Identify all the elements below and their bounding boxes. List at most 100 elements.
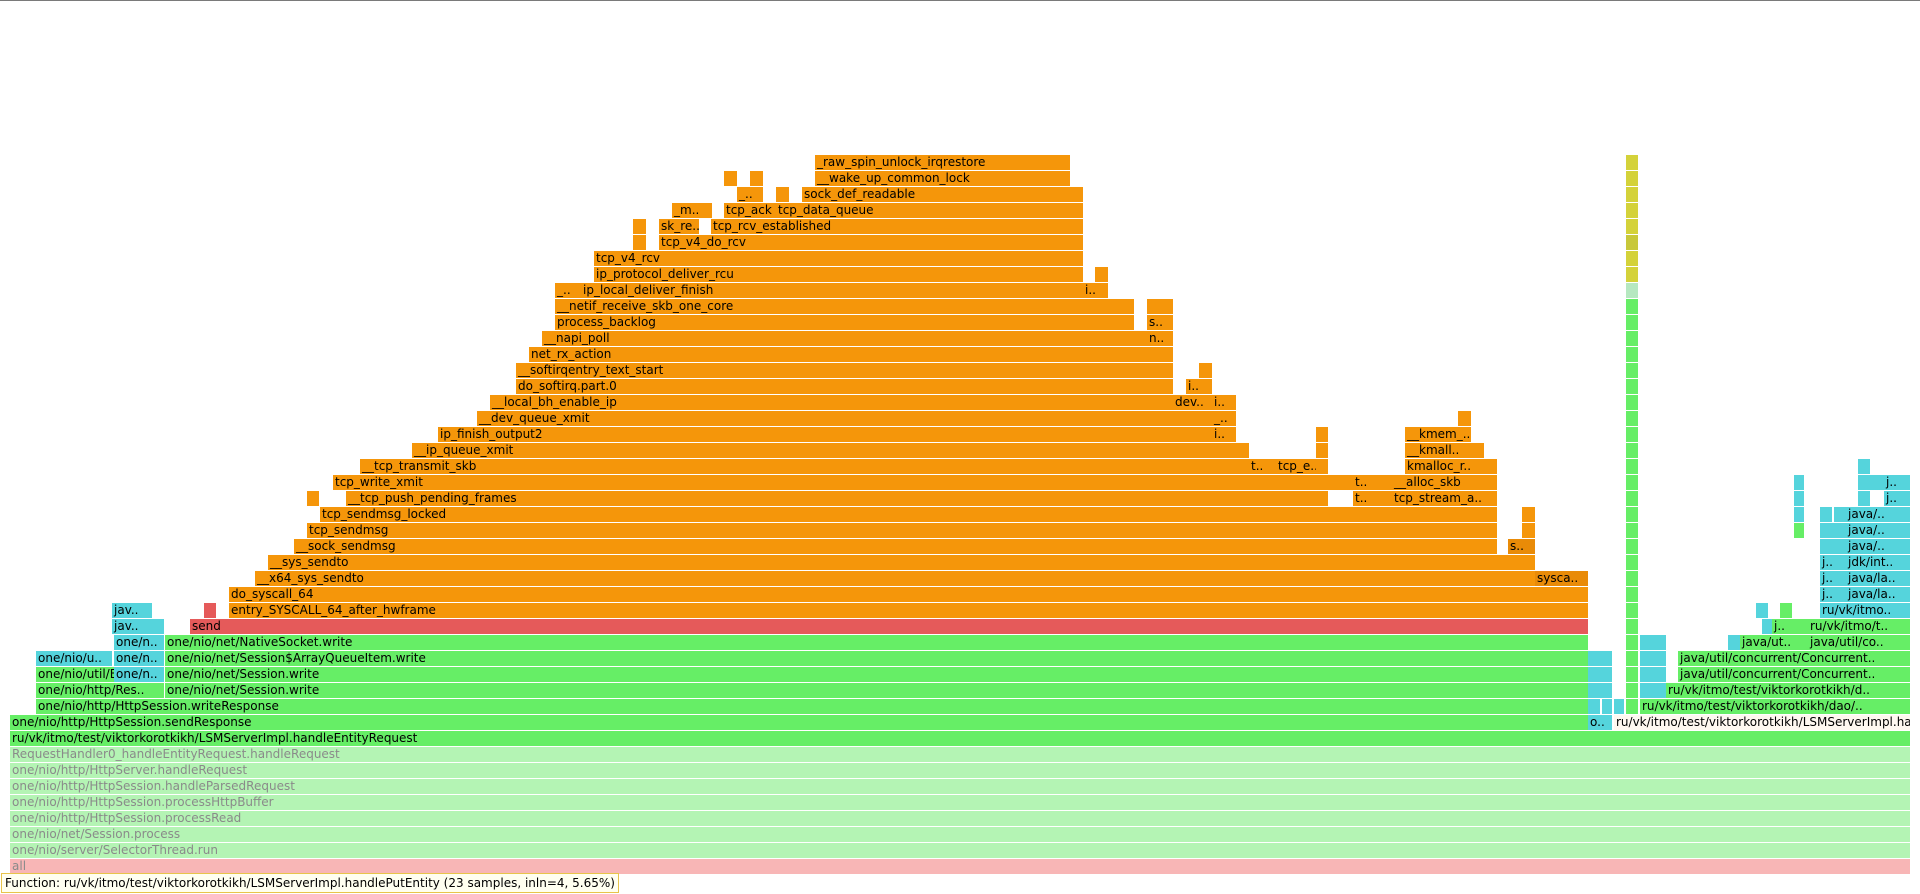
stack-frame[interactable]: __wake_up_common_lock — [815, 171, 1070, 186]
stack-frame[interactable] — [1626, 587, 1638, 602]
stack-frame[interactable] — [1626, 683, 1638, 698]
stack-frame[interactable] — [1458, 411, 1471, 426]
stack-frame[interactable]: one/nio/u.. — [36, 651, 112, 666]
stack-frame[interactable]: i.. — [1083, 283, 1108, 298]
stack-frame[interactable]: one/n.. — [114, 635, 164, 650]
stack-frame[interactable] — [1095, 267, 1108, 282]
stack-frame[interactable] — [1626, 571, 1638, 586]
stack-frame[interactable]: __ip_queue_xmit — [412, 443, 1249, 458]
stack-frame[interactable] — [1626, 603, 1638, 618]
stack-frame[interactable]: one/n.. — [114, 667, 164, 682]
stack-frame[interactable] — [1626, 267, 1638, 282]
stack-frame[interactable] — [1762, 619, 1772, 634]
stack-frame[interactable]: j.. — [1820, 555, 1846, 570]
stack-frame[interactable] — [1626, 331, 1638, 346]
stack-frame[interactable]: one/nio/server/SelectorThread.run — [10, 843, 1910, 858]
stack-frame[interactable]: ru/vk/itmo/test/viktorkorotkikh/LSMServe… — [1614, 715, 1910, 730]
stack-frame[interactable]: ip_local_deliver_finish — [581, 283, 1083, 298]
stack-frame[interactable] — [1340, 475, 1353, 490]
stack-frame[interactable]: send — [190, 619, 1588, 634]
stack-frame[interactable] — [633, 219, 646, 234]
stack-frame[interactable] — [1728, 635, 1740, 650]
stack-frame[interactable]: all — [10, 859, 1910, 874]
stack-frame[interactable]: j.. — [1820, 571, 1846, 586]
stack-frame[interactable]: java/util/concurrent/Concurrent.. — [1678, 667, 1910, 682]
stack-frame[interactable]: __kmem_.. — [1405, 427, 1471, 442]
stack-frame[interactable]: process_backlog — [555, 315, 1134, 330]
stack-frame[interactable]: one/nio/http/Res.. — [36, 683, 164, 698]
stack-frame[interactable] — [1626, 619, 1638, 634]
stack-frame[interactable] — [1108, 299, 1121, 314]
stack-frame[interactable]: i.. — [1212, 395, 1236, 410]
stack-frame[interactable]: __local_bh_enable_ip — [490, 395, 1173, 410]
stack-frame[interactable]: java/.. — [1846, 539, 1910, 554]
stack-frame[interactable] — [1626, 315, 1638, 330]
stack-frame[interactable] — [1858, 475, 1884, 490]
stack-frame[interactable] — [1522, 523, 1535, 538]
stack-frame[interactable] — [1588, 651, 1612, 666]
stack-frame[interactable] — [1588, 667, 1612, 682]
stack-frame[interactable] — [1756, 603, 1768, 618]
stack-frame[interactable]: __sock_sendmsg — [294, 539, 1497, 554]
stack-frame[interactable]: j.. — [1820, 587, 1846, 602]
stack-frame[interactable] — [1626, 219, 1638, 234]
stack-frame[interactable]: one/nio/http/HttpServer.handleRequest — [10, 763, 1910, 778]
stack-frame[interactable] — [1640, 635, 1666, 650]
stack-frame[interactable] — [1626, 443, 1638, 458]
stack-frame[interactable] — [1640, 651, 1666, 666]
stack-frame[interactable] — [1626, 539, 1638, 554]
stack-frame[interactable]: ru/vk/itmo.. — [1820, 603, 1910, 618]
stack-frame[interactable] — [1626, 283, 1638, 298]
stack-frame[interactable]: j.. — [1772, 619, 1808, 634]
stack-frame[interactable]: one/nio/net/Session.process — [10, 827, 1910, 842]
stack-frame[interactable] — [1780, 603, 1792, 618]
stack-frame[interactable] — [1820, 539, 1846, 554]
stack-frame[interactable]: java/.. — [1846, 523, 1910, 538]
stack-frame[interactable] — [1316, 443, 1328, 458]
stack-frame[interactable]: java/la.. — [1846, 571, 1910, 586]
stack-frame[interactable]: j.. — [1884, 491, 1910, 506]
stack-frame[interactable]: __netif_receive_skb_one_core — [555, 299, 1110, 314]
stack-frame[interactable] — [1626, 555, 1638, 570]
stack-frame[interactable]: tcp_data_queue — [776, 203, 1083, 218]
stack-frame[interactable] — [1834, 507, 1846, 522]
stack-frame[interactable] — [750, 171, 763, 186]
stack-frame[interactable] — [1626, 203, 1638, 218]
stack-frame[interactable]: _.. — [555, 283, 581, 298]
stack-frame[interactable] — [1858, 459, 1870, 474]
stack-frame[interactable] — [1626, 475, 1638, 490]
stack-frame[interactable] — [1626, 667, 1638, 682]
stack-frame[interactable] — [1626, 347, 1638, 362]
stack-frame[interactable]: _raw_spin_unlock_irqrestore — [815, 155, 1070, 170]
stack-frame[interactable]: one/nio/http/HttpSession.handleParsedReq… — [10, 779, 1910, 794]
stack-frame[interactable] — [1626, 187, 1638, 202]
stack-frame[interactable]: ru/vk/itmo/test/viktorkorotkikh/LSMServe… — [10, 731, 1910, 746]
stack-frame[interactable]: jdk/int.. — [1846, 555, 1910, 570]
stack-frame[interactable] — [1121, 299, 1134, 314]
stack-frame[interactable] — [1794, 523, 1804, 538]
stack-frame[interactable]: s.. — [1147, 315, 1173, 330]
stack-frame[interactable] — [1160, 299, 1173, 314]
stack-frame[interactable] — [1626, 171, 1638, 186]
stack-frame[interactable]: j.. — [1884, 475, 1910, 490]
stack-frame[interactable]: t.. — [1353, 475, 1379, 490]
stack-frame[interactable]: java/la.. — [1846, 587, 1910, 602]
stack-frame[interactable]: ru/vk/itmo/test/viktorkorotkikh/d.. — [1666, 683, 1910, 698]
stack-frame[interactable]: one/nio/net/NativeSocket.write — [165, 635, 1588, 650]
stack-frame[interactable] — [1626, 251, 1638, 266]
stack-frame[interactable] — [1626, 427, 1638, 442]
stack-frame[interactable]: ru/vk/itmo/test/viktorkorotkikh/dao/.. — [1640, 699, 1910, 714]
stack-frame[interactable] — [1820, 507, 1832, 522]
stack-frame[interactable]: one/nio/net/Session.write — [165, 683, 1588, 698]
stack-frame[interactable]: tcp_v4_do_rcv — [659, 235, 1083, 250]
stack-frame[interactable]: ru/vk/itmo/t.. — [1808, 619, 1910, 634]
stack-frame[interactable] — [776, 187, 789, 202]
stack-frame[interactable] — [1794, 475, 1804, 490]
stack-frame[interactable]: __softirqentry_text_start — [516, 363, 1173, 378]
stack-frame[interactable] — [1626, 155, 1638, 170]
stack-frame[interactable]: ip_finish_output2 — [438, 427, 1212, 442]
stack-frame[interactable]: __alloc_skb — [1392, 475, 1497, 490]
stack-frame[interactable]: _.. — [737, 187, 763, 202]
stack-frame[interactable]: tcp_write_xmit — [333, 475, 1340, 490]
stack-frame[interactable]: tcp_stream_a.. — [1392, 491, 1497, 506]
